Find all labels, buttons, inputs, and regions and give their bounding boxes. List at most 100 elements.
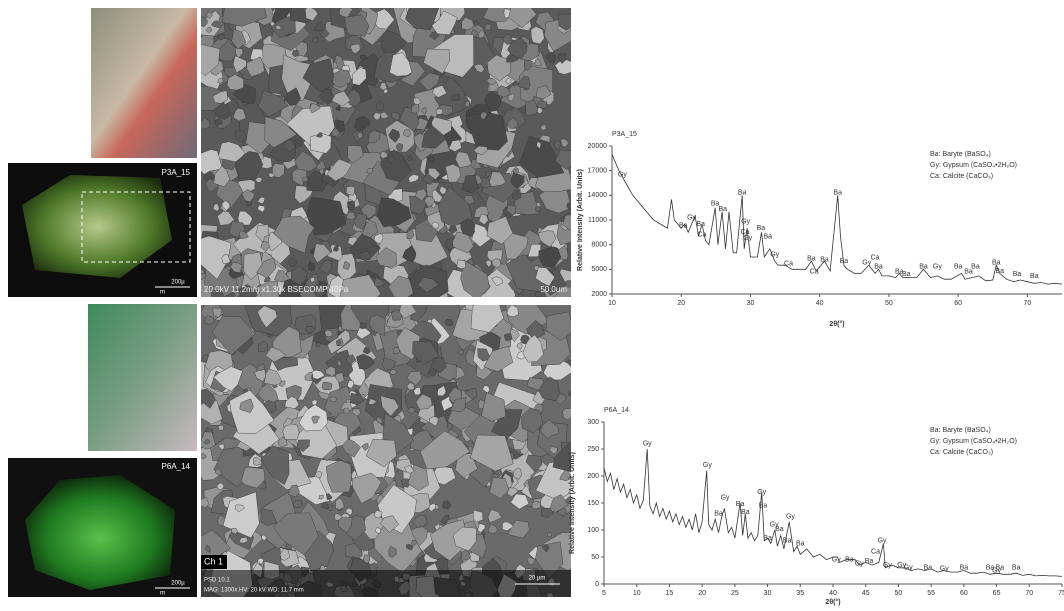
x-tick-label: 75 <box>1058 590 1064 597</box>
peak-label: Gy <box>770 251 779 258</box>
x-tick-label: 15 <box>666 590 674 597</box>
sem-info: MAG: 1300x HV: 20 kV WD: 11.7 mm <box>204 588 304 594</box>
peak-label: Ba <box>1030 273 1039 280</box>
legend-entry: Ba: Baryte (BaSO₄) <box>930 427 991 434</box>
peak-label: Ba <box>874 264 883 271</box>
peak-label: Ba <box>696 221 705 228</box>
peak-label: Ba <box>679 223 688 230</box>
scale-value: 200µ <box>171 581 185 587</box>
y-tick-label: 50 <box>591 554 599 561</box>
sem-channel: Ch 1 <box>204 556 223 566</box>
peak-label: Gy <box>643 440 652 447</box>
chart-title: P3A_15 <box>612 131 637 138</box>
sem-scale: 50.0um <box>540 285 567 294</box>
peak-label: Gy <box>933 264 942 271</box>
grain <box>322 382 332 390</box>
peak-label: Ba <box>996 565 1005 572</box>
legend-entry: Gy: Gypsum (CaSO₄•2H₂O) <box>930 162 1017 169</box>
y-axis-label: Relative Intensity (Arbit. Units) <box>569 452 576 554</box>
peak-label: Ba <box>736 501 745 508</box>
peak-label: Ba <box>714 511 723 518</box>
grain <box>436 109 443 115</box>
peak-label: Ba <box>763 233 772 240</box>
grain <box>360 323 367 329</box>
y-tick-label: 250 <box>587 446 599 453</box>
peak-label: Ba <box>924 565 933 572</box>
x-tick-label: 30 <box>764 590 772 597</box>
sem-info: 20.0kV 11.2mm x1.30k BSECOMP 40Pa <box>204 285 349 294</box>
peak-label: Gy <box>721 494 730 501</box>
peak-label: Ba <box>738 190 747 197</box>
x-tick-label: 10 <box>633 590 641 597</box>
peak-label: Ba <box>960 565 969 572</box>
peak-label: Ca <box>784 260 793 267</box>
peak-label: Ba <box>971 264 980 271</box>
peak-label: Ba <box>919 264 928 271</box>
figure: P3A_15 200µ m 20.0kV 11.2mm x1.30k BSECO… <box>0 0 1064 606</box>
grain <box>504 334 512 341</box>
grain <box>293 500 303 507</box>
grain <box>465 101 470 107</box>
x-tick-label: 60 <box>954 300 962 307</box>
peak-label: Gy <box>743 235 752 242</box>
peak-label: Ba <box>718 206 727 213</box>
peak-label: Gy <box>883 562 892 569</box>
sample-label: P3A_15 <box>162 168 191 177</box>
x-tick-label: 10 <box>608 300 616 307</box>
peak-label: Gy <box>855 560 864 567</box>
peak-label: Gy <box>904 565 913 572</box>
peak-label: Gy <box>940 566 949 573</box>
x-tick-label: 35 <box>796 590 804 597</box>
y-axis-label: Relative Intensity (Arbit. Units) <box>577 169 584 271</box>
peak-label: Ba <box>763 535 772 542</box>
x-tick-label: 70 <box>1025 590 1033 597</box>
peak-label: Ca <box>871 548 880 555</box>
peak-label: Ca <box>871 255 880 262</box>
x-tick-label: 50 <box>895 590 903 597</box>
sem-scale: 20 µm <box>529 576 546 582</box>
peak-label: Gy <box>703 462 712 469</box>
peak-label: Ba <box>783 538 792 545</box>
peak-label: Ba <box>954 264 963 271</box>
scale-unit: m <box>160 591 165 597</box>
peak-label: Gy <box>687 214 696 221</box>
x-axis-label: 2θ(°) <box>825 598 840 606</box>
y-tick-label: 0 <box>595 581 599 588</box>
x-tick-label: 20 <box>698 590 706 597</box>
grain <box>532 502 541 509</box>
peak-label: Ba <box>757 225 766 232</box>
peak-label: Gy <box>786 513 795 520</box>
x-tick-label: 65 <box>993 590 1001 597</box>
photo-painting-bottom <box>88 304 197 451</box>
peak-label: Ba <box>759 503 768 510</box>
peak-label: Ca <box>810 269 819 276</box>
peak-label: Ca <box>698 232 707 239</box>
legend-entry: Ca: Calcite (CaCO₃) <box>930 449 993 456</box>
y-tick-label: 5000 <box>591 266 607 273</box>
x-tick-label: 25 <box>731 590 739 597</box>
peak-label: Ba <box>1012 565 1021 572</box>
sample-label: P6A_14 <box>162 462 191 471</box>
grain <box>457 260 466 269</box>
peak-label: Ba <box>865 558 874 565</box>
y-tick-label: 8000 <box>591 242 607 249</box>
scale-value: 200µ <box>171 280 185 286</box>
peak-label: Ba <box>840 258 849 265</box>
legend-entry: Gy: Gypsum (CaSO₄•2H₂O) <box>930 438 1017 445</box>
x-tick-label: 70 <box>1023 300 1031 307</box>
peak-label: Ba <box>1013 271 1022 278</box>
x-tick-label: 40 <box>829 590 837 597</box>
peak-label: Ba <box>992 260 1001 267</box>
peak-label: Gy <box>878 538 887 545</box>
peak-label: Ba <box>995 268 1004 275</box>
peak-label: Gy <box>832 557 841 564</box>
y-tick-label: 20000 <box>588 143 608 150</box>
sem-detector: PSD 10.1 <box>204 578 230 584</box>
x-tick-label: 55 <box>927 590 935 597</box>
y-tick-label: 14000 <box>588 192 608 199</box>
peak-label: Ba <box>833 190 842 197</box>
x-tick-label: 50 <box>885 300 893 307</box>
y-tick-label: 200 <box>587 473 599 480</box>
y-tick-label: 11000 <box>588 217 607 224</box>
peak-label: Ba <box>796 540 805 547</box>
